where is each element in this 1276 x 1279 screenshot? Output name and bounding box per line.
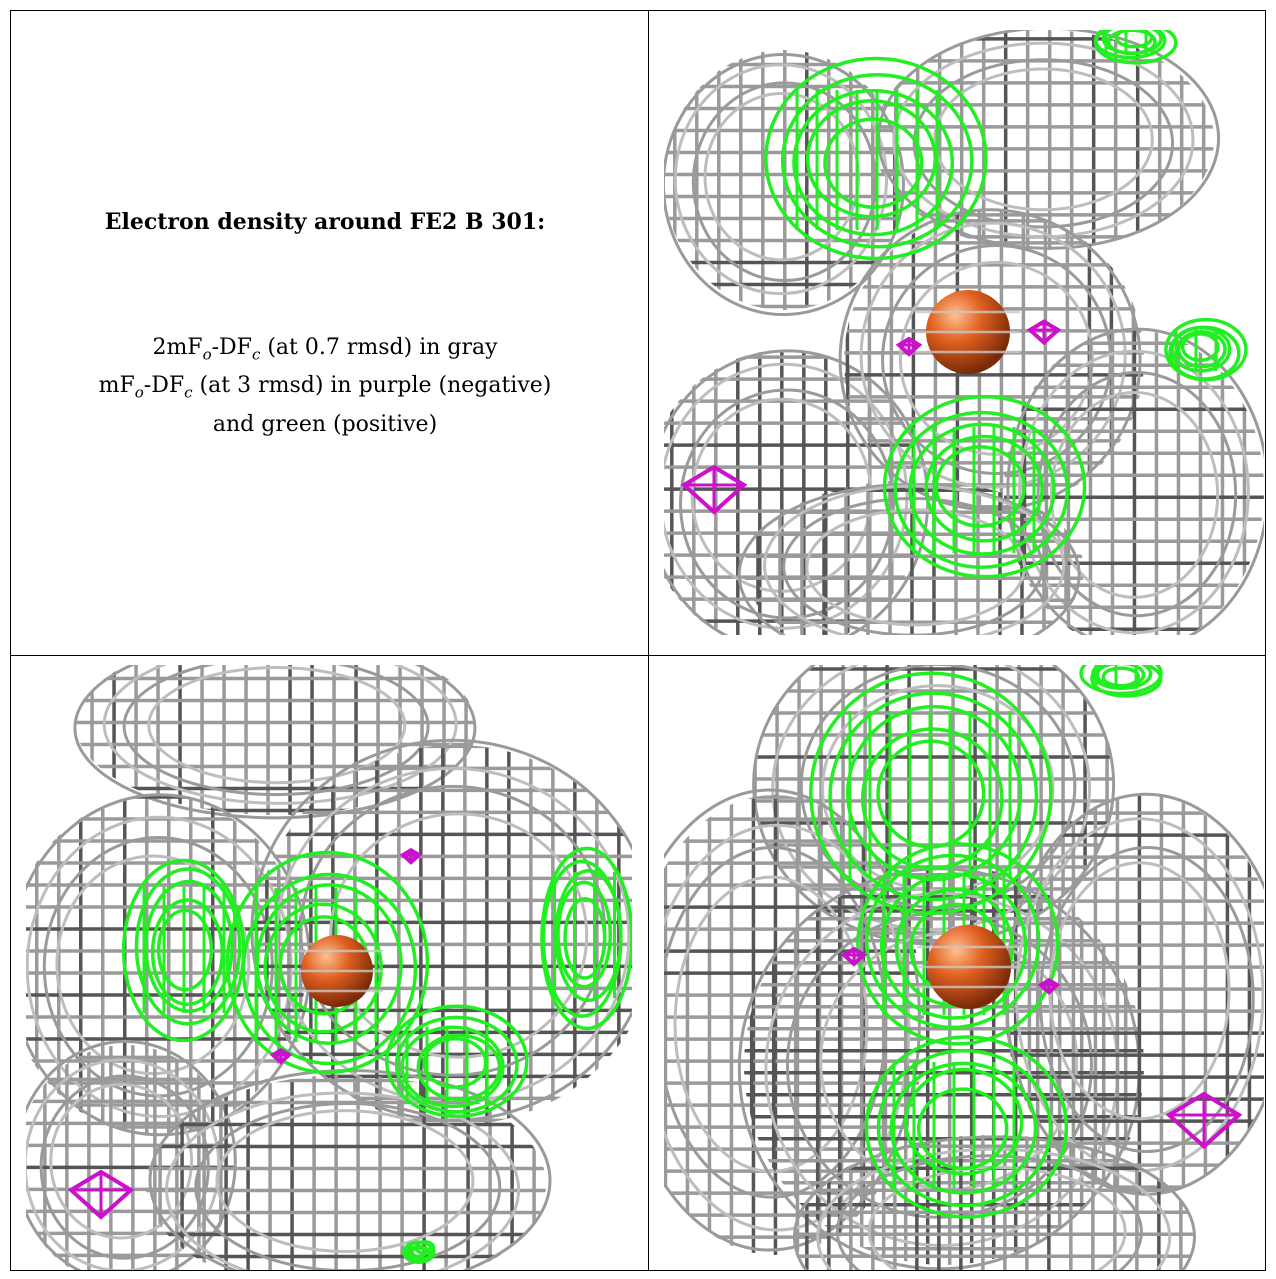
line1-sub2: c xyxy=(251,345,261,364)
purple-negative-density xyxy=(1037,977,1061,995)
purple-negative-density xyxy=(680,464,748,515)
table-top-border xyxy=(10,10,1266,11)
green-positive-density xyxy=(764,56,988,261)
line2-sub2: c xyxy=(184,383,193,402)
caption-line-3: and green (positive) xyxy=(212,411,438,437)
caption-line-1: 2mFo-DFc (at 0.7 rmsd) in gray xyxy=(12,332,638,370)
gray-density-blob xyxy=(73,665,477,820)
line1-prefix: 2mF xyxy=(152,335,203,360)
table-bottom-border xyxy=(10,1270,1266,1271)
green-positive-density xyxy=(864,1035,1069,1219)
table-middle-border xyxy=(10,655,1266,656)
density-view-bottom-left xyxy=(26,665,632,1270)
green-positive-density xyxy=(121,858,246,1043)
green-positive-density xyxy=(402,1240,436,1265)
green-positive-density xyxy=(540,846,632,1031)
green-positive-density xyxy=(1094,30,1178,65)
purple-negative-density xyxy=(67,1169,135,1220)
table-left-border xyxy=(10,10,11,1271)
green-positive-density xyxy=(1164,317,1248,382)
density-view-top-right xyxy=(664,30,1264,635)
purple-negative-density xyxy=(269,1047,293,1065)
green-positive-density xyxy=(225,850,430,1075)
density-view-bottom-right xyxy=(664,665,1264,1270)
line1-suffix: (at 0.7 rmsd) in gray xyxy=(260,335,498,360)
caption-line-2: mFo-DFc (at 3 rmsd) in purple (negative) xyxy=(12,370,638,408)
line1-sub1: o xyxy=(202,345,212,364)
purple-negative-density xyxy=(895,336,923,357)
line2-sub1: o xyxy=(134,383,144,402)
green-positive-density xyxy=(1079,665,1163,698)
purple-negative-density xyxy=(1026,319,1062,346)
green-positive-density xyxy=(882,394,1087,579)
line1-mid: -DF xyxy=(211,335,252,360)
gray-density-blob xyxy=(1004,327,1264,635)
table-center-border xyxy=(648,10,649,1271)
green-positive-density xyxy=(385,1004,529,1119)
caption-title: Electron density around FE2 B 301: xyxy=(104,209,546,235)
line2-suffix: (at 3 rmsd) in purple (negative) xyxy=(192,373,552,399)
caption-cell: Electron density around FE2 B 301: 2mFo-… xyxy=(12,12,638,652)
table-right-border xyxy=(1265,10,1266,1271)
purple-negative-density xyxy=(1165,1091,1243,1150)
line2-prefix: mF xyxy=(98,373,135,399)
caption-description: 2mFo-DFc (at 0.7 rmsd) in gray mFo-DFc (… xyxy=(12,332,638,440)
purple-negative-density xyxy=(840,946,868,967)
purple-negative-density xyxy=(399,847,423,865)
line2-mid: -DF xyxy=(143,373,185,399)
